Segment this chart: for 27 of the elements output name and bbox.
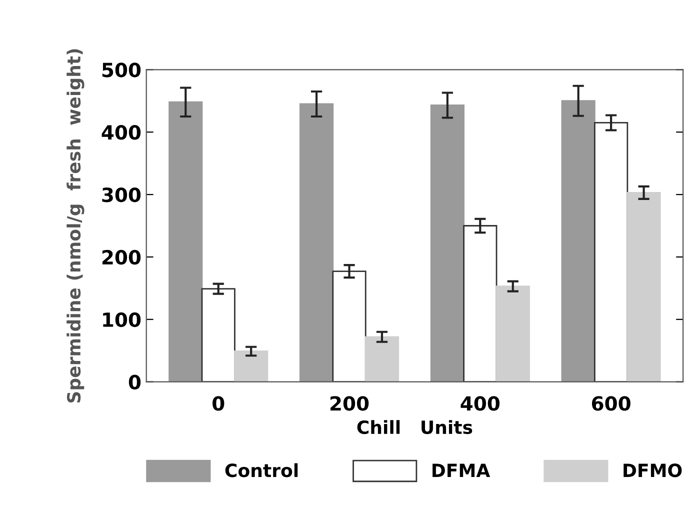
legend-label: Control (225, 463, 298, 478)
y-axis-title: Spermidine (nmol/g fresh weight) (66, 49, 84, 403)
bar (463, 225, 498, 382)
bar (332, 270, 366, 382)
bar (299, 103, 334, 382)
bar (594, 122, 628, 382)
x-tick-label: 400 (460, 396, 500, 411)
bar (201, 288, 236, 382)
y-tick-label: 0 (128, 374, 141, 390)
bar (561, 100, 596, 382)
legend-label: DFMO (624, 464, 682, 478)
bar (364, 336, 400, 382)
y-tick-label: 200 (102, 250, 141, 265)
bar (430, 104, 464, 382)
y-tick-label: 400 (102, 125, 141, 140)
bar (234, 350, 268, 382)
x-tick-label: 0 (212, 396, 224, 411)
x-tick-label: 200 (330, 396, 369, 411)
legend-label: DFMA (432, 464, 490, 477)
y-tick-label: 100 (103, 312, 141, 328)
x-axis-title: Chill Units (357, 420, 472, 434)
bar (496, 286, 530, 382)
bar (626, 192, 661, 382)
x-tick-label: 600 (592, 396, 630, 411)
y-tick-label: 500 (102, 62, 141, 78)
bar (168, 101, 203, 382)
y-tick-label: 300 (102, 187, 141, 202)
